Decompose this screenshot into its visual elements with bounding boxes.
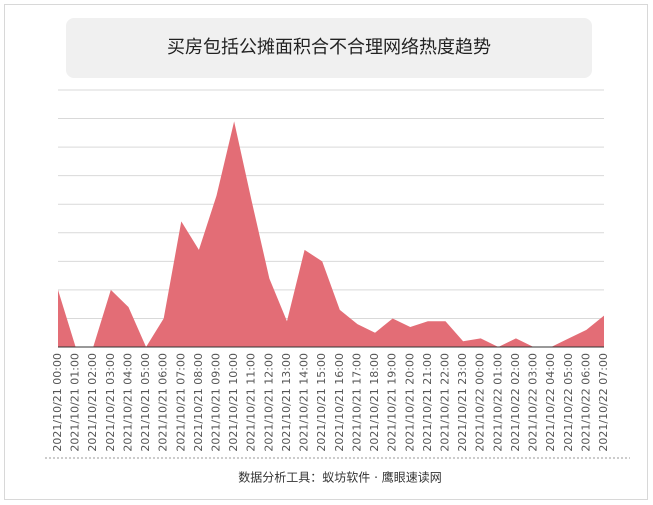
x-tick-label: 2021/10/22 02:00 (509, 353, 522, 452)
x-tick-label: 2021/10/21 22:00 (438, 353, 451, 452)
title-box (66, 18, 592, 78)
x-tick-label: 2021/10/21 01:00 (69, 353, 82, 452)
x-tick-label: 2021/10/21 20:00 (403, 353, 416, 452)
x-tick-label: 2021/10/21 14:00 (298, 353, 311, 452)
x-tick-label: 2021/10/22 05:00 (562, 353, 575, 452)
x-tick-label: 2021/10/21 17:00 (350, 353, 363, 452)
x-tick-label: 2021/10/21 15:00 (315, 353, 328, 452)
x-tick-label: 2021/10/21 21:00 (421, 353, 434, 452)
x-tick-label: 2021/10/21 11:00 (245, 353, 258, 452)
x-tick-label: 2021/10/21 19:00 (386, 353, 399, 452)
x-tick-label: 2021/10/21 09:00 (210, 353, 223, 452)
x-tick-label: 2021/10/21 13:00 (280, 353, 293, 452)
x-tick-label: 2021/10/21 10:00 (227, 353, 240, 452)
x-tick-label: 2021/10/22 00:00 (474, 353, 487, 452)
x-tick-label: 2021/10/21 05:00 (139, 353, 152, 452)
footer: 数据分析工具：蚁坊软件 · 鹰眼速读网 (238, 470, 441, 485)
x-tick-label: 2021/10/21 00:00 (51, 353, 64, 452)
area (58, 121, 604, 348)
x-tick-label: 2021/10/21 06:00 (157, 353, 170, 452)
x-tick-label: 2021/10/22 01:00 (491, 353, 504, 452)
x-tick-label: 2021/10/22 06:00 (579, 353, 592, 452)
frame (4, 4, 648, 500)
x-tick-label: 2021/10/22 04:00 (544, 353, 557, 452)
x-tick-label: 2021/10/21 07:00 (174, 353, 187, 452)
x-tick-label: 2021/10/21 02:00 (86, 353, 99, 452)
x-tick-label: 2021/10/22 03:00 (527, 353, 540, 452)
x-tick-label: 2021/10/21 18:00 (368, 353, 381, 452)
x-tick-label: 2021/10/21 23:00 (456, 353, 469, 452)
x-tick-label: 2021/10/21 03:00 (104, 353, 117, 452)
x-tick-label: 2021/10/21 08:00 (192, 353, 205, 452)
chart-title: 买房包括公摊面积合不合理网络热度趋势 (167, 37, 491, 58)
x-tick-label: 2021/10/22 07:00 (597, 353, 610, 452)
x-tick-label: 2021/10/21 12:00 (262, 353, 275, 452)
x-tick-label: 2021/10/21 04:00 (121, 353, 134, 452)
x-tick-label: 2021/10/21 16:00 (333, 353, 346, 452)
